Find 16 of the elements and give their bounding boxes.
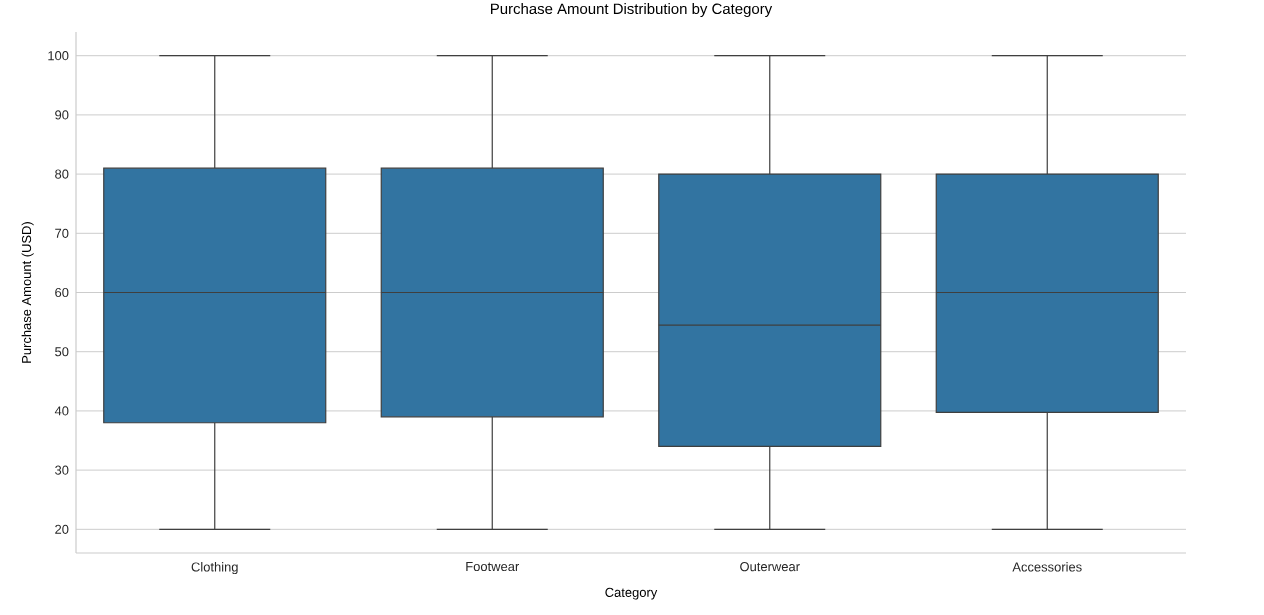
y-tick-label: 30 [55, 465, 69, 475]
chart-title: Purchase Amount Distribution by Category [491, 3, 773, 18]
y-axis-title: Purchase Amount (USD) [21, 222, 34, 363]
x-tick-label: Accessories [1012, 562, 1082, 572]
y-tick-label: 40 [54, 406, 69, 416]
y-tick-label: 100 [48, 51, 69, 61]
x-tick-label: Outerwear [740, 562, 800, 572]
y-tick-label: 90 [55, 110, 69, 120]
y-tick-label: 70 [55, 228, 69, 238]
y-tick-label: 50 [55, 347, 69, 357]
x-axis-title: Category [605, 587, 658, 600]
y-tick-label: 20 [55, 524, 69, 534]
y-tick-label: 60 [55, 287, 69, 298]
y-tick-label: 80 [55, 169, 69, 179]
x-tick-label: Clothing [191, 562, 238, 575]
x-tick-label: Footwear [466, 562, 520, 572]
